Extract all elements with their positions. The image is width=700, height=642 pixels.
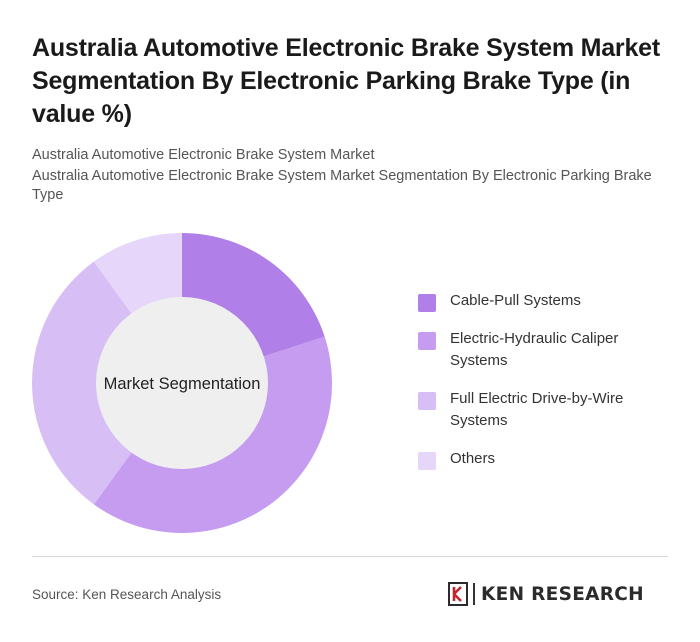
legend-item-electric-hydraulic: Electric-Hydraulic Caliper Systems	[418, 328, 678, 372]
brand-separator	[473, 583, 475, 605]
donut-center-label: Market Segmentation	[104, 375, 261, 393]
legend-swatch	[418, 452, 436, 470]
legend-item-others: Others	[418, 448, 678, 470]
legend-swatch	[418, 332, 436, 350]
legend-item-cable-pull: Cable-Pull Systems	[418, 290, 678, 312]
source-note: Source: Ken Research Analysis	[32, 587, 222, 602]
ken-research-logo-icon	[448, 582, 468, 606]
chart-subtitle-market: Australia Automotive Electronic Brake Sy…	[32, 147, 375, 163]
legend-item-full-electric: Full Electric Drive-by-Wire Systems	[418, 388, 678, 432]
legend-label: Cable-Pull Systems	[450, 292, 581, 309]
donut-center	[96, 297, 268, 469]
ken-research-logo: KEN RESEARCH	[448, 582, 644, 606]
footer-divider	[32, 556, 668, 557]
donut-chart: Market Segmentation	[32, 233, 333, 533]
legend-label: Others	[450, 450, 496, 467]
legend-swatch	[418, 294, 436, 312]
legend-label: Electric-Hydraulic Caliper Systems	[450, 330, 619, 369]
legend-swatch	[418, 392, 436, 410]
brand-name: KEN RESEARCH	[481, 583, 644, 605]
chart-legend: Cable-Pull Systems Electric-Hydraulic Ca…	[418, 290, 678, 470]
chart-subtitle-segmentation: Australia Automotive Electronic Brake Sy…	[32, 168, 652, 203]
legend-label: Full Electric Drive-by-Wire Systems	[450, 390, 624, 429]
chart-title: Australia Automotive Electronic Brake Sy…	[32, 34, 660, 128]
